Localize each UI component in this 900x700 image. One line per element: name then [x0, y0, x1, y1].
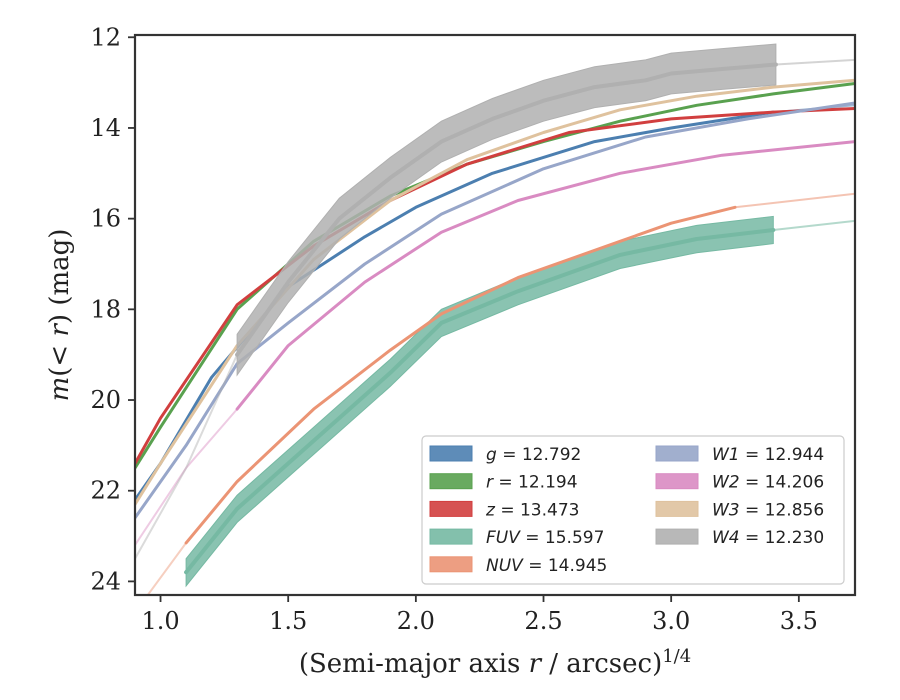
legend-label: W4 = 12.230	[712, 528, 824, 548]
series-w2-head	[135, 408, 238, 546]
y-tick-label: 14	[90, 114, 121, 142]
y-tick-label: 24	[90, 567, 121, 595]
y-axis-ticks: 12 14 16 18 20 22 24	[90, 23, 135, 595]
legend-frame	[421, 435, 845, 585]
series-nuv	[146, 192, 855, 595]
x-tick-label: 3.5	[780, 607, 818, 635]
legend-label: W1 = 12.944	[712, 445, 824, 465]
legend-item-w1: W1 = 12.944	[655, 445, 824, 465]
series-layer	[135, 43, 855, 595]
series-fuv-line	[184, 228, 776, 575]
series-r	[135, 82, 855, 470]
legend-swatch	[429, 528, 473, 545]
series-nuv-head	[146, 542, 187, 595]
axes-frame	[133, 33, 857, 597]
legend-swatch	[429, 500, 473, 517]
series-fuv-band	[185, 215, 774, 588]
legend-swatch	[655, 445, 699, 462]
series-g-line	[135, 110, 775, 502]
legend-swatch	[655, 473, 699, 490]
legend-item-nuv: NUV = 14.945	[429, 556, 607, 576]
series-fuv-tail	[773, 219, 855, 231]
y-tick-label: 12	[90, 23, 121, 51]
legend-swatch	[429, 556, 473, 573]
legend-label: NUV = 14.945	[486, 556, 607, 576]
y-tick-label: 22	[90, 477, 121, 505]
legend-item-r: r = 12.194	[429, 473, 578, 493]
legend-label: r = 12.194	[486, 473, 578, 493]
legend-item-w2: W2 = 14.206	[655, 473, 824, 493]
legend-swatch	[655, 500, 699, 517]
series-w2	[135, 140, 855, 546]
series-w4-tail	[775, 58, 855, 66]
series-fuv	[184, 215, 855, 588]
x-axis-ticks: 1.0 1.5 2.0 2.5 3.0 3.5	[141, 595, 818, 635]
series-w3	[135, 78, 855, 506]
legend-label: W3 = 12.856	[712, 500, 824, 520]
series-r-line	[135, 82, 855, 470]
series-w4-line	[235, 62, 778, 357]
series-w4	[135, 43, 855, 560]
x-tick-label: 2.5	[524, 607, 562, 635]
legend-swatch	[655, 528, 699, 545]
series-w4-band	[236, 43, 777, 377]
legend-item-w4: W4 = 12.230	[655, 528, 824, 548]
y-tick-label: 18	[90, 295, 121, 323]
x-tick-label: 2.0	[397, 607, 435, 635]
y-axis-label: m(< r) (mag)	[45, 229, 75, 402]
y-tick-label: 16	[90, 205, 121, 233]
series-nuv-tail	[734, 192, 855, 209]
legend-label: g = 12.792	[486, 445, 581, 465]
series-w4-head	[135, 354, 239, 560]
legend-item-g: g = 12.792	[429, 445, 581, 465]
legend-label: z = 13.473	[485, 500, 579, 520]
x-axis-label: (Semi-major axis r / arcsec)1/4	[299, 646, 691, 679]
legend-swatch	[429, 445, 473, 462]
x-tick-label: 1.0	[141, 607, 179, 635]
series-z-line	[135, 107, 855, 465]
x-tick-label: 3.0	[652, 607, 690, 635]
series-w3-line	[135, 78, 855, 506]
series-w1	[135, 101, 855, 520]
series-z	[135, 107, 855, 465]
x-tick-label: 1.5	[269, 607, 307, 635]
series-w2-line	[235, 140, 855, 411]
legend-item-fuv: FUV = 15.597	[429, 528, 604, 548]
legend-item-z: z = 13.473	[429, 500, 579, 520]
series-w1-line	[135, 101, 855, 520]
series-nuv-line	[184, 205, 737, 545]
legend-label: FUV = 15.597	[486, 528, 604, 548]
legend-item-w3: W3 = 12.856	[655, 500, 824, 520]
legend: g = 12.792 r = 12.194 z = 13.473 FUV = 15.5…	[421, 435, 845, 585]
legend-swatch	[429, 473, 473, 490]
y-tick-label: 20	[90, 386, 121, 414]
legend-label: W2 = 14.206	[712, 473, 824, 493]
